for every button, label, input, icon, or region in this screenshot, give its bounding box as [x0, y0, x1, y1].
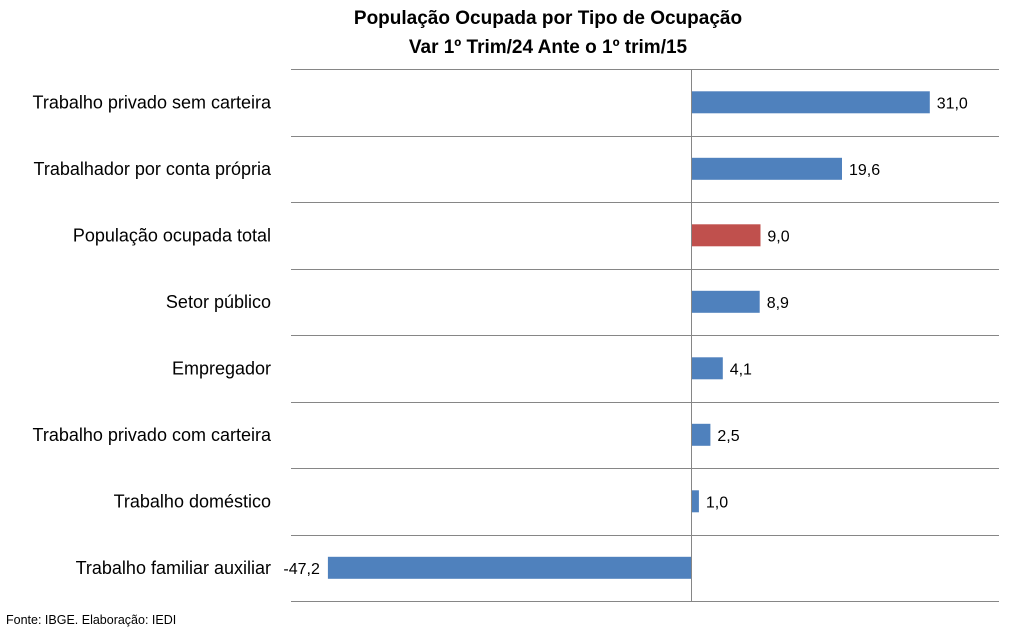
bar — [691, 157, 842, 180]
bars — [327, 91, 930, 579]
bar — [327, 556, 692, 579]
data-label: 4,1 — [730, 361, 752, 378]
category-label: Trabalho doméstico — [114, 491, 271, 511]
source-note: Fonte: IBGE. Elaboração: IEDI — [6, 613, 176, 627]
data-label: 2,5 — [717, 428, 739, 445]
category-label: Empregador — [172, 358, 271, 378]
bar — [691, 91, 930, 114]
category-label: Trabalho familiar auxiliar — [76, 558, 271, 578]
bar — [691, 490, 699, 513]
bar — [691, 357, 723, 380]
chart-title: População Ocupada por Tipo de Ocupação — [354, 8, 742, 29]
data-labels: 31,0 19,6 9,0 8,9 4,1 2,5 1,0 -47,2 — [283, 95, 968, 578]
data-label: 19,6 — [849, 162, 880, 179]
data-label: -47,2 — [283, 561, 320, 578]
category-label: População ocupada total — [73, 225, 271, 245]
data-label: 1,0 — [706, 494, 728, 511]
data-label: 8,9 — [767, 295, 789, 312]
data-label: 31,0 — [937, 95, 968, 112]
bar — [691, 290, 760, 313]
category-label: Setor público — [166, 292, 271, 312]
category-labels: Trabalho privado sem carteira Trabalhador… — [33, 92, 272, 578]
bar — [691, 423, 711, 446]
category-label: Trabalho privado com carteira — [33, 425, 272, 445]
gridlines — [291, 69, 999, 602]
chart-subtitle: Var 1º Trim/24 Ante o 1º trim/15 — [409, 37, 688, 58]
category-label: Trabalhador por conta própria — [34, 159, 272, 179]
bar — [691, 224, 761, 247]
data-label: 9,0 — [767, 228, 789, 245]
category-label: Trabalho privado sem carteira — [33, 92, 272, 112]
